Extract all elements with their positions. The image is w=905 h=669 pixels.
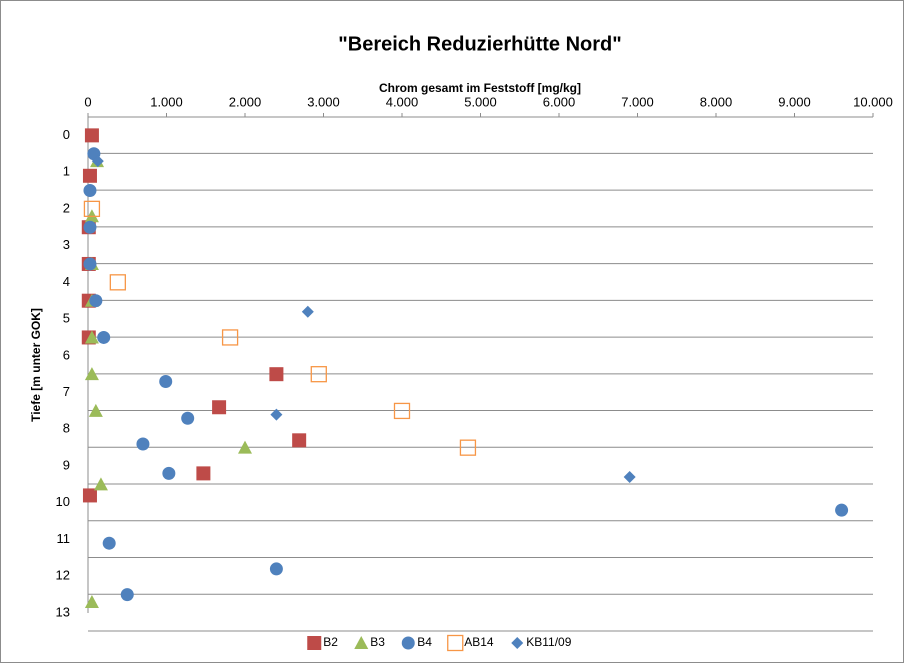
marker-circle bbox=[162, 466, 176, 480]
marker-circle bbox=[83, 183, 97, 197]
marker-diamond bbox=[301, 305, 314, 318]
x-tick-label: 6.000 bbox=[543, 94, 576, 109]
x-tick-label: 0 bbox=[84, 94, 91, 109]
marker-square bbox=[196, 466, 211, 481]
marker-circle bbox=[269, 562, 283, 576]
marker-diamond bbox=[511, 637, 524, 649]
y-tick-label: 6 bbox=[63, 347, 70, 362]
y-tick-label: 10 bbox=[56, 494, 70, 509]
marker-diamond bbox=[623, 471, 636, 484]
marker-circle bbox=[89, 294, 103, 308]
marker-open-square bbox=[459, 439, 477, 456]
marker-triangle bbox=[238, 440, 252, 454]
x-tick-label: 1.000 bbox=[150, 94, 183, 109]
marker-circle bbox=[83, 257, 97, 271]
marker-square bbox=[82, 168, 97, 183]
marker-triangle bbox=[84, 330, 99, 344]
marker-triangle bbox=[84, 594, 99, 608]
marker-open-square bbox=[109, 274, 126, 291]
y-tick-label: 4 bbox=[63, 274, 70, 289]
y-tick-label: 3 bbox=[63, 237, 70, 252]
marker-diamond bbox=[270, 408, 283, 421]
marker-square bbox=[84, 128, 99, 143]
marker-triangle bbox=[84, 367, 99, 381]
marker-open-square bbox=[83, 200, 101, 218]
y-tick-label: 12 bbox=[56, 568, 70, 583]
marker-triangle bbox=[88, 403, 103, 417]
marker-open-square bbox=[393, 402, 411, 420]
marker-square bbox=[292, 433, 307, 448]
marker-square bbox=[269, 367, 284, 382]
chart-title: "Bereich Reduzierhütte Nord" bbox=[338, 33, 621, 55]
y-axis-title: Tiefe [m unter GOK] bbox=[29, 308, 43, 422]
marker-open-square bbox=[310, 366, 327, 383]
marker-diamond bbox=[91, 155, 104, 168]
marker-circle bbox=[181, 411, 195, 425]
marker-triangle bbox=[84, 209, 99, 223]
x-axis-title: Chrom gesamt im Feststoff [mg/kg] bbox=[379, 81, 581, 95]
legend-label: B2 bbox=[323, 635, 338, 649]
y-tick-label: 9 bbox=[63, 457, 70, 472]
marker-circle bbox=[136, 437, 150, 451]
x-tick-label: 9.000 bbox=[778, 94, 811, 109]
y-tick-label: 7 bbox=[63, 384, 70, 399]
x-tick-label: 5.000 bbox=[464, 94, 497, 109]
y-tick-label: 1 bbox=[63, 164, 70, 179]
legend-label: B4 bbox=[417, 635, 432, 649]
marker-circle bbox=[120, 588, 134, 602]
marker-triangle bbox=[354, 636, 369, 649]
legend-label: AB14 bbox=[464, 635, 494, 649]
x-tick-label: 7.000 bbox=[621, 94, 654, 109]
marker-circle bbox=[835, 503, 849, 517]
marker-circle bbox=[97, 330, 111, 344]
marker-open-square bbox=[447, 634, 464, 652]
y-tick-label: 13 bbox=[56, 604, 70, 619]
marker-open-square bbox=[221, 329, 239, 346]
x-tick-label: 4.000 bbox=[386, 94, 419, 109]
y-tick-label: 8 bbox=[63, 421, 70, 436]
marker-circle bbox=[83, 220, 97, 234]
legend-label: KB11/09 bbox=[526, 635, 571, 649]
marker-circle bbox=[102, 536, 116, 550]
y-tick-label: 0 bbox=[63, 127, 70, 142]
marker-triangle bbox=[93, 477, 108, 491]
marker-circle bbox=[401, 636, 415, 650]
y-tick-label: 11 bbox=[57, 531, 71, 546]
x-tick-label: 2.000 bbox=[229, 94, 262, 109]
legend-label: B3 bbox=[370, 635, 385, 649]
y-tick-label: 5 bbox=[63, 311, 70, 326]
marker-circle bbox=[159, 375, 173, 389]
x-tick-label: 3.000 bbox=[307, 94, 340, 109]
marker-square bbox=[212, 400, 227, 415]
y-tick-label: 2 bbox=[63, 200, 70, 215]
x-tick-label: 8.000 bbox=[700, 94, 733, 109]
marker-square bbox=[82, 488, 97, 503]
marker-square bbox=[307, 636, 322, 650]
x-tick-label: 10.000 bbox=[853, 94, 893, 109]
